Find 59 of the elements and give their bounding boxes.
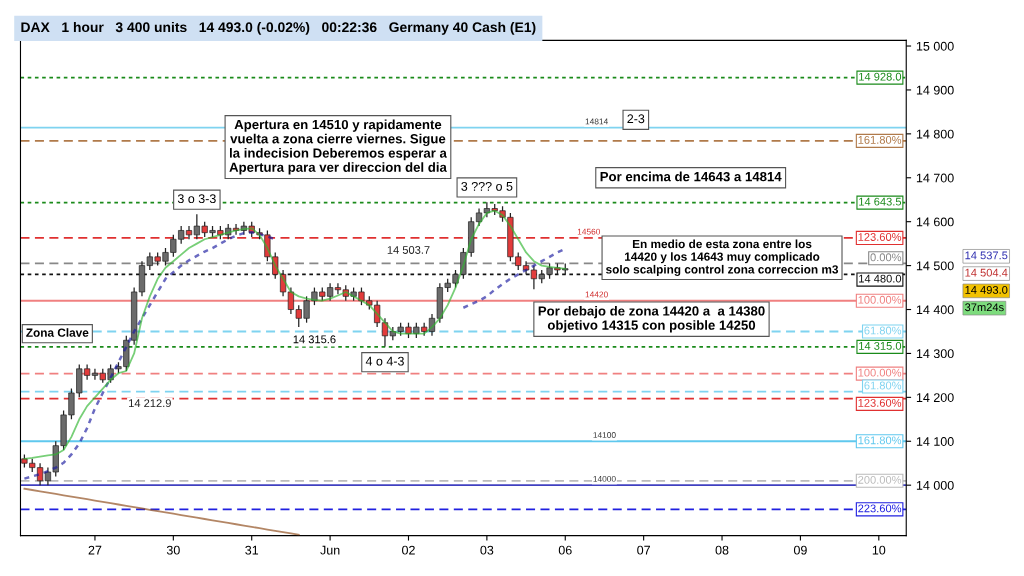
annotation: Apertura en 14510 y rapidamente vuelta a zona cierre viernes. Sigue la indecision Deberemos esperar a Apertura para ver direccion del dia	[229, 119, 447, 175]
x-tick-label: 08	[715, 545, 729, 555]
annotation: 123.60%	[858, 233, 902, 241]
annotation: Por encima de 14643 a 14814	[600, 171, 782, 182]
y-tick-label: 14 700	[916, 173, 954, 183]
annotation: 223.60%	[858, 504, 902, 513]
text: 14 493.0	[965, 285, 1008, 294]
x-tick-label: 10	[872, 545, 886, 555]
y-tick-label: 15 000	[916, 41, 954, 51]
ref-line-label: 14 480.0	[859, 274, 902, 283]
annotation: 14 503.7	[387, 246, 430, 254]
annotation: 14560	[577, 228, 601, 235]
annotation: 61.80%	[864, 326, 902, 335]
ref-line-label: 14 315.0	[859, 341, 902, 350]
x-tick-label: 07	[637, 545, 650, 555]
chart-title: DAX 1 hour 3 400 units 14 493.0 (-0.02%) 00:22:36 Germany 40 Cash (E1)	[21, 21, 536, 35]
y-tick-label: 14 100	[916, 437, 954, 446]
x-tick-label: 27	[88, 545, 102, 555]
annotation: 14000	[593, 475, 616, 482]
x-tick-label: 06	[558, 545, 572, 555]
annotation: 3 o 3-3	[177, 194, 216, 204]
y-tick-label: 14 000	[916, 480, 954, 490]
x-tick-label: 03	[480, 545, 494, 555]
annotation: 4 o 4-3	[365, 356, 404, 366]
y-tick-label: 14 400	[916, 305, 954, 315]
x-tick-label: 30	[166, 545, 180, 555]
y-tick-label: 14 600	[916, 217, 954, 227]
y-tick-label: 14 300	[916, 349, 954, 359]
annotation: En medio de esta zona entre los 14420 y los 14643 muy complicado solo scalping control zona correccion m3	[606, 239, 839, 276]
annotation: 14814	[585, 118, 608, 125]
ref-line-label: 14 928.0	[859, 72, 902, 81]
x-tick-label: Jun	[320, 545, 340, 555]
y-tick-label: 14 500	[916, 261, 954, 271]
annotation: 0.00%	[870, 253, 902, 262]
annotation: 161.80%	[858, 436, 902, 445]
annotation: 61.80%	[864, 381, 902, 390]
annotation: 14 212.9	[129, 399, 171, 408]
annotation: Por debajo de zona 14420 a a 14380 objetivo 14315 con posible 14250	[538, 305, 765, 333]
annotation: 161.80%	[858, 136, 902, 144]
x-tick-label: 09	[793, 545, 807, 555]
x-tick-label: 02	[402, 545, 415, 555]
annotation: 100.00%	[858, 368, 902, 377]
text: 37m24s	[965, 303, 1004, 312]
annotation: 123.60%	[858, 398, 902, 407]
annotation: 14 315.6	[293, 335, 336, 344]
y-tick-label: 14 900	[916, 85, 954, 95]
y-tick-label: 14 200	[916, 393, 954, 402]
annotation: 200.00%	[858, 475, 902, 484]
text: 14 537.5	[965, 251, 1008, 260]
annotation: 3 ??? o 5	[461, 181, 513, 191]
ref-line-label: 14 643.5	[859, 197, 902, 206]
annotation: 14420	[585, 291, 608, 298]
annotation: Zona Clave	[26, 328, 89, 337]
x-tick-label: 31	[245, 545, 259, 555]
annotation: 2-3	[627, 114, 645, 124]
annotation: 100.00%	[858, 295, 902, 304]
y-tick-label: 14 800	[916, 129, 954, 139]
annotation: 14100	[593, 432, 616, 438]
text: 14 504.4	[965, 268, 1008, 277]
